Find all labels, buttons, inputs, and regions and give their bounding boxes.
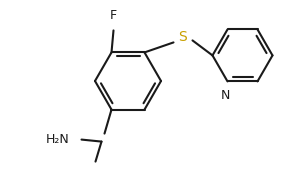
Text: S: S <box>178 30 187 44</box>
Text: N: N <box>221 89 230 102</box>
Text: F: F <box>110 9 117 22</box>
Text: H₂N: H₂N <box>46 133 69 146</box>
